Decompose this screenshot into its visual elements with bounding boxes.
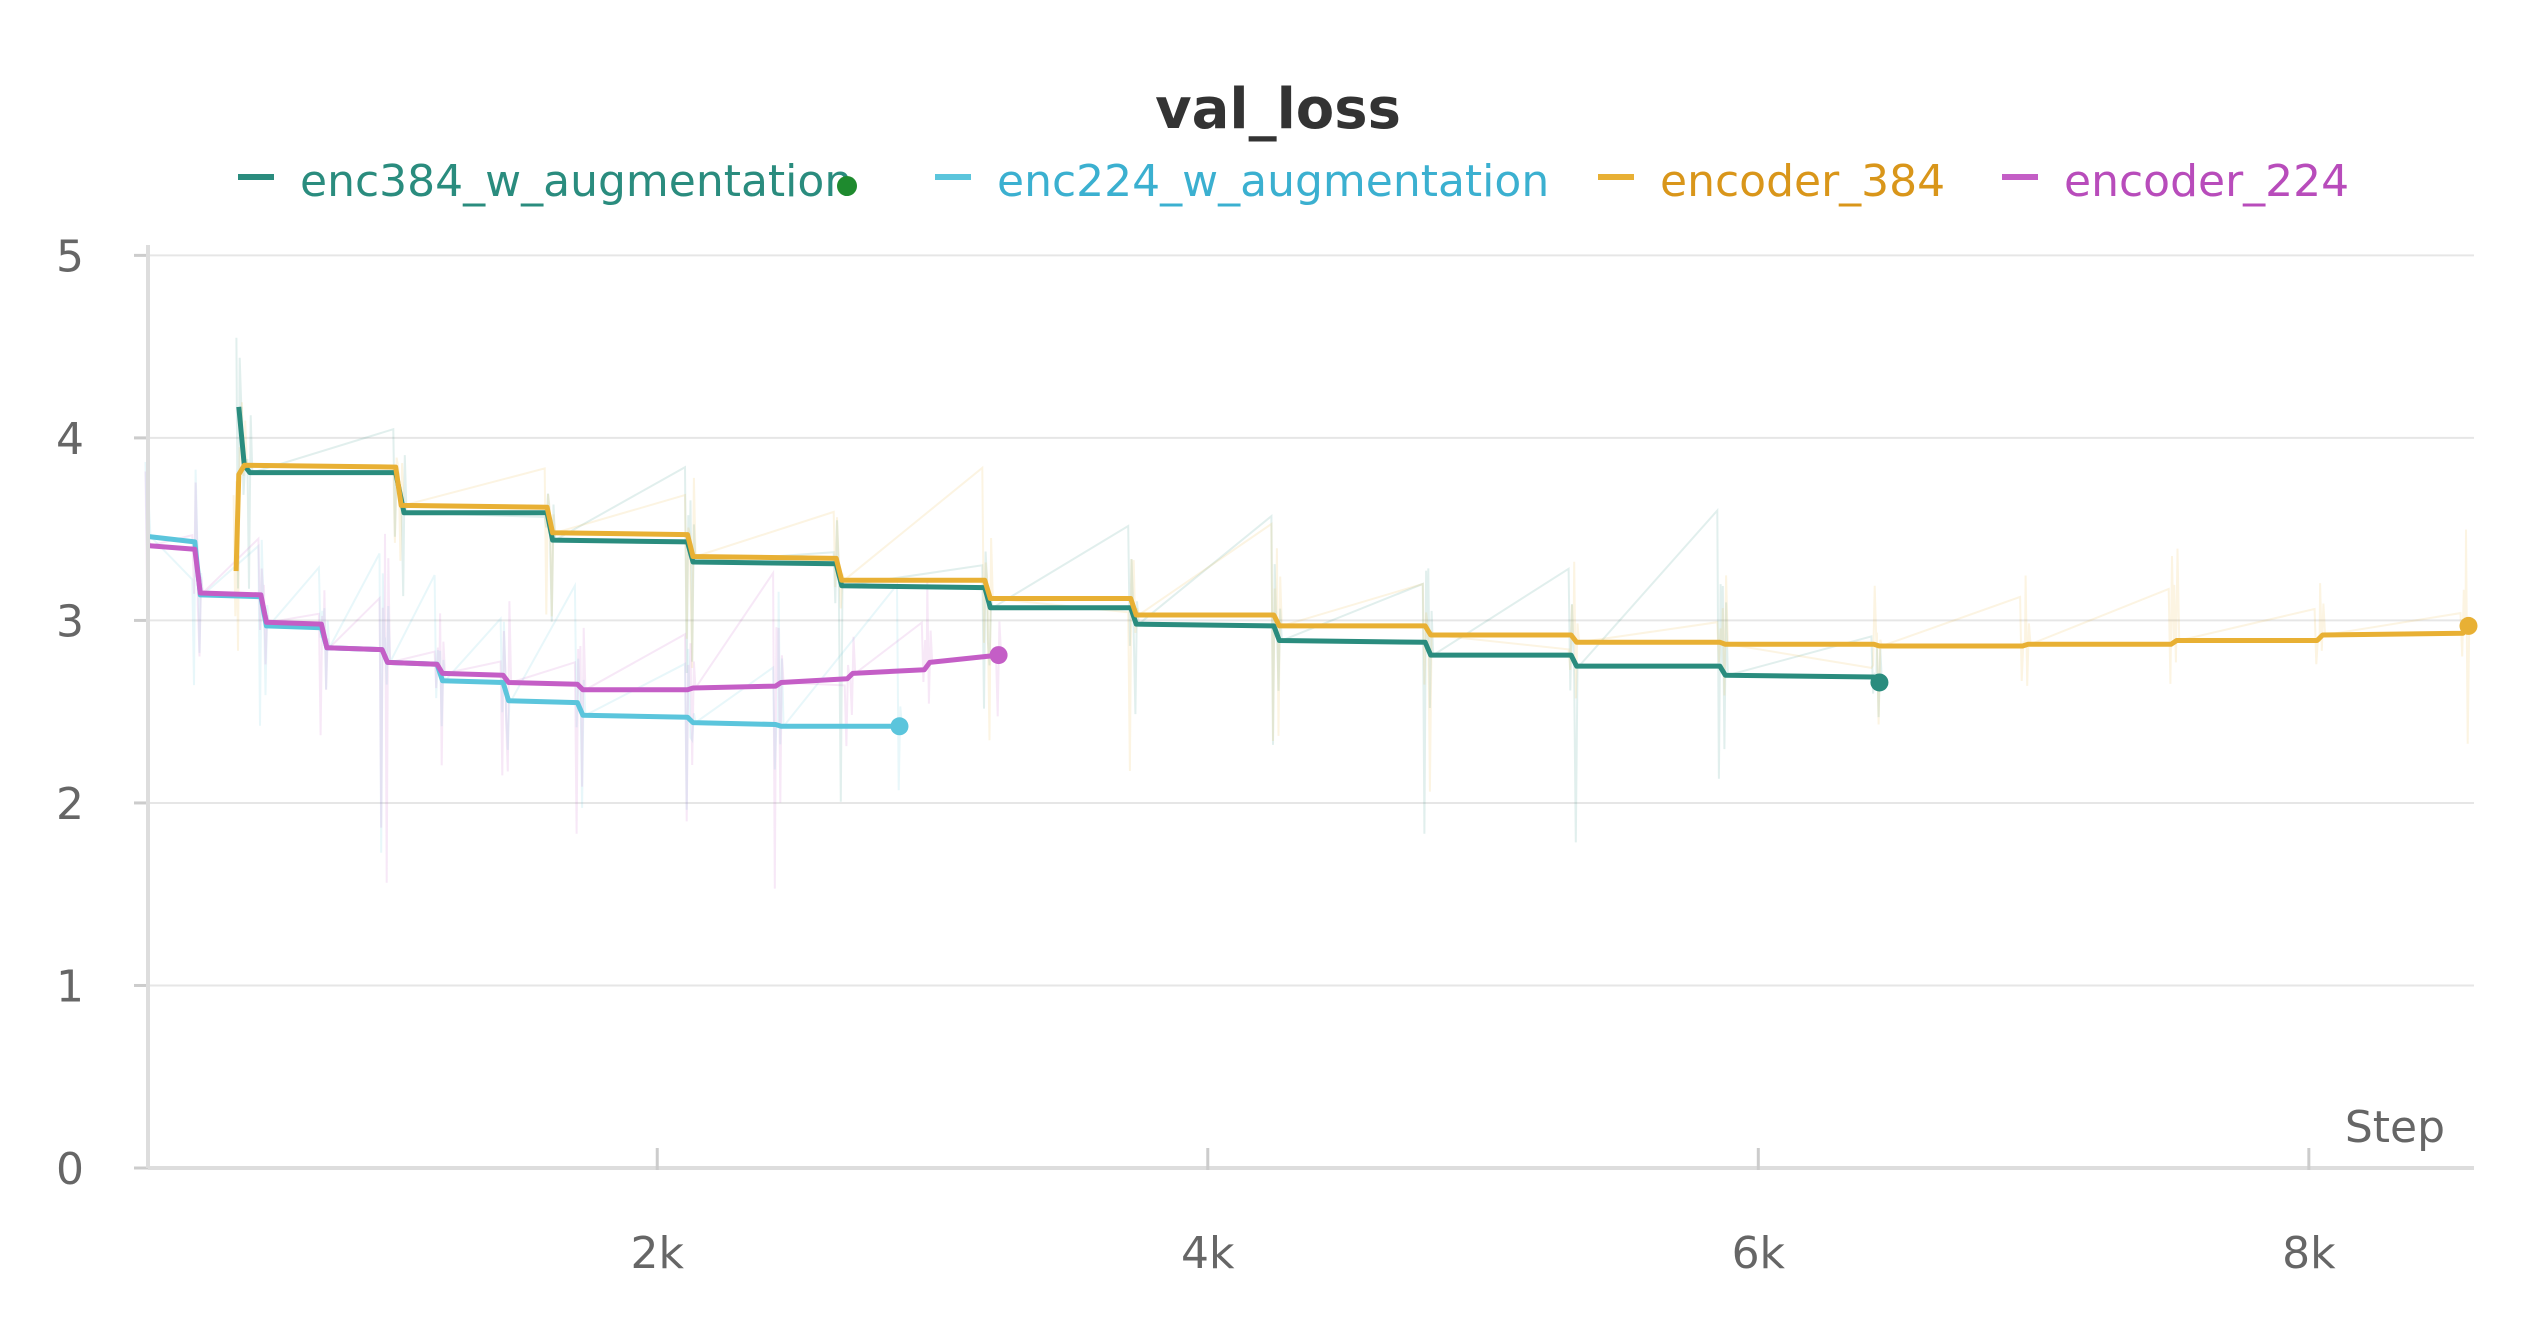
series-lines[interactable]: [147, 406, 2478, 736]
axes: 0 1 2 3 4 5 2k 4k 6k 8k: [56, 231, 2474, 1279]
legend-label[interactable]: encoder_384: [1660, 156, 1945, 207]
series-line[interactable]: [147, 543, 999, 693]
legend-label[interactable]: enc224_w_augmentation: [997, 156, 1549, 207]
y-tick-label: 1: [56, 961, 84, 1012]
noise-trace: [144, 461, 903, 853]
series-end-point[interactable]: [2459, 616, 2478, 635]
y-tick-label: 0: [56, 1144, 84, 1195]
series-end-point[interactable]: [1870, 673, 1889, 692]
gridlines: [148, 254, 2474, 987]
legend[interactable]: enc384_w_augmentation enc224_w_augmentati…: [238, 156, 2349, 207]
y-tick-label: 3: [56, 596, 84, 647]
legend-label[interactable]: enc384_w_augmentation: [300, 156, 852, 207]
x-axis-label: Step: [2345, 1102, 2445, 1153]
series-line[interactable]: [233, 462, 2471, 649]
raw-noise-traces: [144, 337, 2472, 889]
series-end-point[interactable]: [890, 717, 909, 736]
series-line[interactable]: [236, 406, 1882, 685]
y-tick-label: 2: [56, 779, 84, 830]
x-tick-label: 4k: [1181, 1228, 1235, 1279]
chart-title: val_loss: [1155, 77, 1401, 142]
x-tick-label: 2k: [631, 1228, 685, 1279]
x-tick-label: 6k: [1732, 1228, 1786, 1279]
legend-label[interactable]: encoder_224: [2064, 156, 2349, 207]
y-tick-label: 4: [56, 414, 84, 465]
series-end-point[interactable]: [989, 646, 1008, 665]
noise-trace: [235, 337, 1883, 843]
legend-status-dot: [837, 176, 857, 196]
x-tick-label: 8k: [2282, 1228, 2336, 1279]
y-tick-label: 5: [56, 231, 84, 282]
